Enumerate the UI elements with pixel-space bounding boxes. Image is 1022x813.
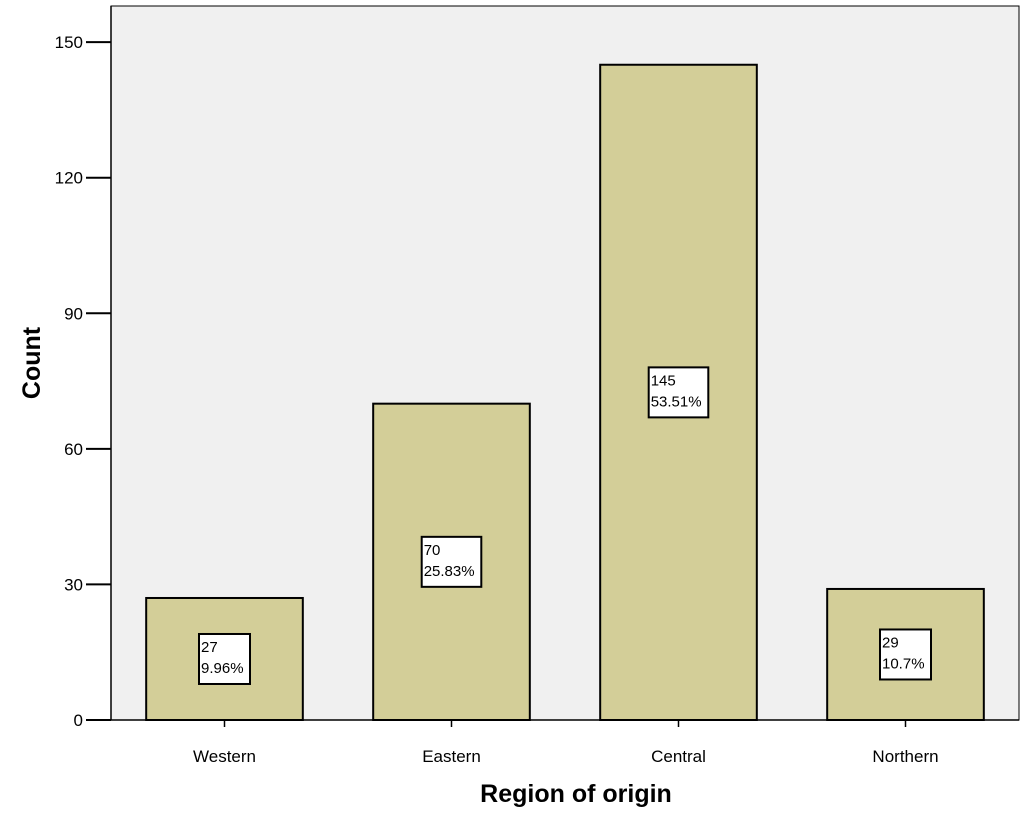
y-tick-label: 90: [64, 304, 83, 323]
data-label-box: [420, 535, 483, 588]
x-tick-label: Eastern: [422, 747, 481, 766]
data-label-box: [879, 628, 932, 681]
data-label-eastern: 70 25.83%: [420, 535, 483, 588]
data-label-count: 70: [424, 542, 441, 559]
x-tick-label: Central: [651, 747, 706, 766]
y-tick-label: 150: [55, 33, 83, 52]
y-tick-label: 120: [55, 169, 83, 188]
x-tick-label: Northern: [872, 747, 938, 766]
data-label-count: 27: [201, 639, 218, 656]
data-label-percent: 53.51%: [651, 393, 702, 410]
data-label-box: [198, 632, 251, 685]
data-label-count: 145: [651, 372, 676, 389]
data-label-percent: 25.83%: [424, 563, 475, 580]
data-label-percent: 9.96%: [201, 660, 244, 677]
x-tick-label: Western: [193, 747, 256, 766]
y-axis: 0 30 60 90 120 150: [55, 6, 112, 730]
data-label-count: 29: [882, 634, 899, 651]
data-labels-group: 27 9.96% 70 25.83% 145 53.51% 29 10.7%: [198, 366, 932, 685]
data-label-northern: 29 10.7%: [879, 628, 932, 681]
x-axis-title: Region of origin: [480, 780, 672, 808]
data-label-percent: 10.7%: [882, 655, 925, 672]
data-label-western: 27 9.96%: [198, 632, 251, 685]
x-axis: Western Eastern Central Northern: [111, 719, 1019, 766]
y-tick-label: 0: [74, 711, 83, 730]
y-tick-label: 30: [64, 575, 83, 594]
y-axis-title: Count: [18, 326, 46, 399]
y-tick-label: 60: [64, 440, 83, 459]
data-label-central: 145 53.51%: [647, 366, 710, 419]
data-label-box: [647, 366, 710, 419]
